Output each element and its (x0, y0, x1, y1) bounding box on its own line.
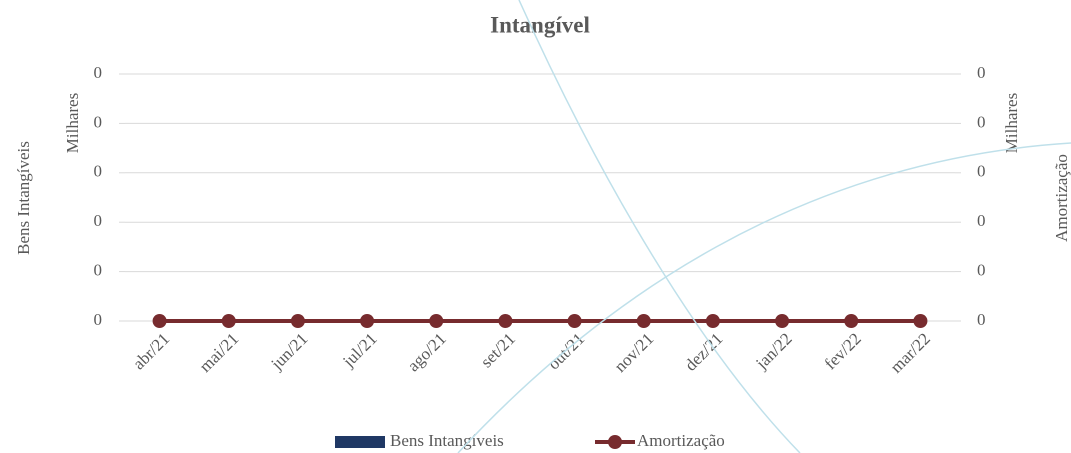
x-tick-label: set/21 (477, 329, 519, 371)
line-marker (360, 314, 375, 328)
y-tick-label: 0 (94, 112, 103, 131)
legend-label: Bens Intangíveis (390, 431, 504, 450)
y-tick-label: 0 (94, 310, 103, 329)
x-tick-label: mai/21 (196, 329, 243, 376)
y2-tick-label: 0 (977, 63, 986, 82)
y2-tick-label: 0 (977, 211, 986, 230)
line-marker (221, 314, 236, 328)
legend-swatch (608, 435, 622, 449)
y-tick-label: 0 (94, 162, 103, 181)
line-marker (844, 314, 859, 328)
y-axis-title: Bens Intangíveis (14, 141, 33, 255)
x-tick-label: dez/21 (681, 329, 726, 374)
y2-tick-label: 0 (977, 112, 986, 131)
line-marker (567, 314, 582, 328)
y2-axis-unit: Milhares (1002, 93, 1021, 153)
overlay-curve (518, 0, 801, 453)
line-marker (290, 314, 305, 328)
y-tick-label: 0 (94, 63, 103, 82)
legend-swatch (335, 436, 385, 448)
plot: 0 0 0 0 0 0 0 0 0 0 0 0 abr/21 mai/21 jun/21 jul/21 ago/… (94, 63, 986, 450)
x-tick-label: jun/21 (267, 329, 312, 374)
line-marker (498, 314, 513, 328)
chart-title: Intangível (490, 12, 590, 37)
line-marker (636, 314, 651, 328)
x-tick-label: ago/21 (404, 329, 450, 375)
x-tick-label: abr/21 (129, 329, 173, 373)
y-axis-unit: Milhares (63, 93, 82, 153)
y2-tick-label: 0 (977, 310, 986, 329)
overlay-curve (457, 142, 1071, 453)
y2-tick-label: 0 (977, 162, 986, 181)
x-tick-label: nov/21 (611, 329, 658, 376)
x-tick-label: mar/22 (887, 329, 934, 376)
line-marker (152, 314, 167, 328)
legend-label: Amortização (637, 431, 725, 450)
y-tick-label: 0 (94, 261, 103, 280)
line-marker (429, 314, 444, 328)
y2-tick-label: 0 (977, 261, 986, 280)
y2-axis-title: Amortização (1052, 154, 1071, 242)
x-tick-label: fev/22 (821, 329, 865, 373)
y-tick-label: 0 (94, 211, 103, 230)
x-tick-label: jul/21 (338, 329, 380, 371)
line-marker (913, 314, 928, 328)
x-tick-label: out/21 (544, 329, 588, 373)
x-tick-label: jan/22 (751, 329, 795, 373)
line-marker (705, 314, 720, 328)
line-marker (775, 314, 790, 328)
